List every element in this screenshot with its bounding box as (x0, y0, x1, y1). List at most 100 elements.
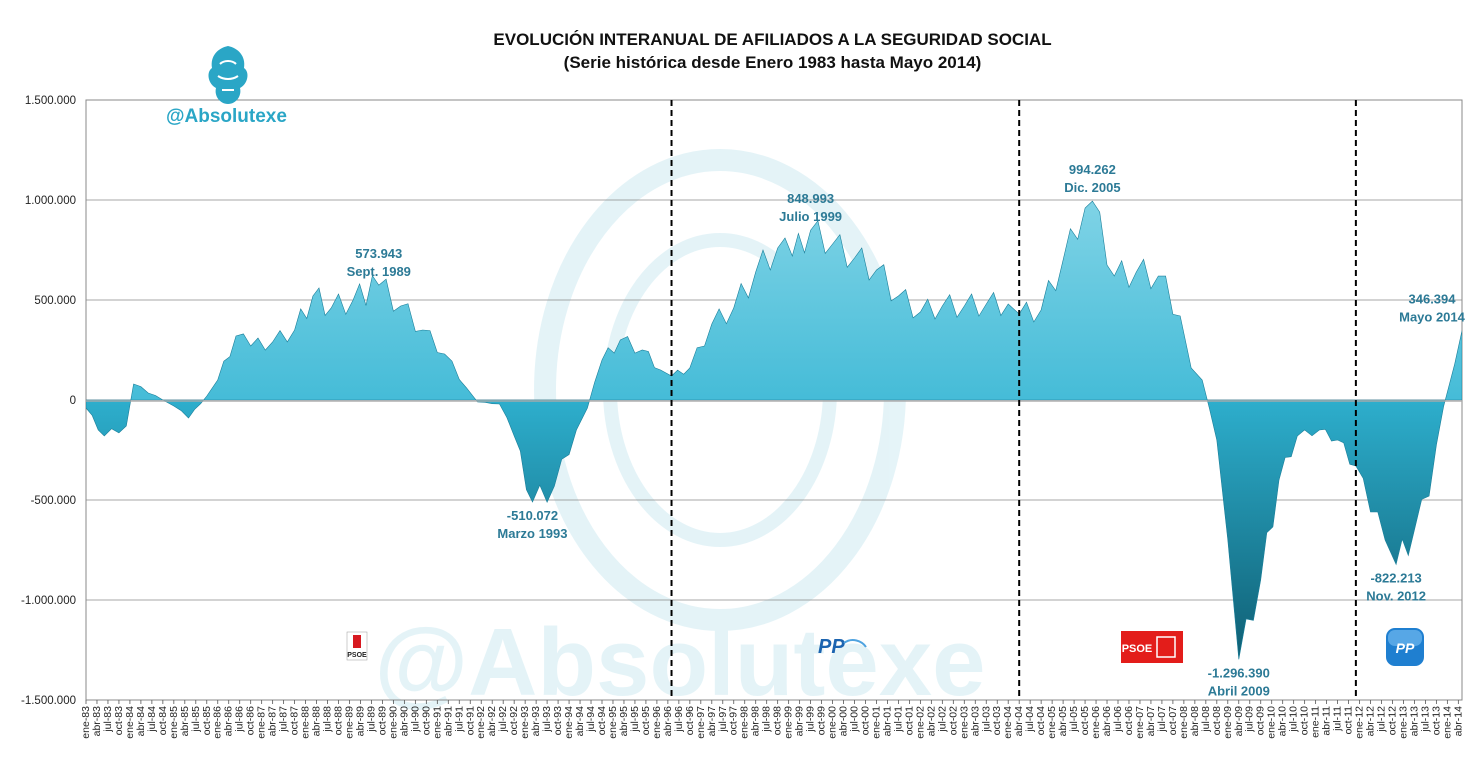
x-tick-label: oct-02 (947, 706, 959, 735)
x-tick-label: ene-07 (1134, 706, 1146, 739)
x-tick-label: ene-89 (343, 706, 355, 739)
pp-logo-2: PP (1386, 628, 1424, 666)
x-tick-label: jul-87 (278, 706, 290, 733)
y-tick-label: -500.000 (31, 495, 76, 507)
x-tick-label: abr-89 (354, 706, 366, 737)
area-negative (86, 400, 1462, 660)
svg-text:PP: PP (1396, 640, 1415, 656)
annotation-label: Abril 2009 (1208, 683, 1270, 698)
watermark: @Absolutexe (374, 149, 986, 716)
x-tick-label: oct-87 (289, 706, 301, 735)
annotation-value: 848.993 (787, 191, 834, 206)
x-tick-label: abr-91 (442, 706, 454, 737)
x-tick-label: ene-06 (1090, 706, 1102, 739)
griffin-logo-icon (200, 42, 256, 111)
y-tick-label: -1.500.000 (21, 695, 76, 707)
x-tick-label: ene-14 (1441, 706, 1453, 739)
x-tick-label: oct-99 (816, 706, 828, 735)
x-tick-label: oct-07 (1167, 706, 1179, 735)
x-tick-label: jul-83 (102, 706, 114, 733)
x-tick-label: ene-95 (607, 706, 619, 739)
x-tick-label: ene-98 (739, 706, 751, 739)
x-tick-label: ene-05 (1046, 706, 1058, 739)
annotation-value: -822.213 (1370, 570, 1421, 585)
x-tick-label: oct-88 (333, 706, 345, 735)
x-tick-label: ene-88 (300, 706, 312, 739)
annotation-value: -510.072 (507, 508, 558, 523)
annotation-label: Marzo 1993 (497, 526, 567, 541)
y-tick-label: -1.000.000 (21, 595, 76, 607)
x-tick-label: abr-04 (1013, 706, 1025, 737)
x-tick-label: jul-12 (1375, 706, 1387, 733)
x-tick-label: oct-94 (596, 706, 608, 735)
x-tick-label: jul-01 (892, 706, 904, 733)
x-tick-label: ene-94 (563, 706, 575, 739)
x-tick-label: oct-92 (508, 706, 520, 735)
pp-logo-1: PP (818, 636, 867, 658)
x-tick-label: jul-09 (1244, 706, 1256, 733)
x-tick-label: oct-04 (1035, 706, 1047, 735)
x-tick-label: ene-04 (1002, 706, 1014, 739)
x-tick-label: ene-03 (958, 706, 970, 739)
x-tick-label: ene-09 (1222, 706, 1234, 739)
chart-title: EVOLUCIÓN INTERANUAL DE AFILIADOS A LA S… (493, 30, 1052, 49)
x-tick-label: abr-85 (179, 706, 191, 737)
x-tick-label: jul-92 (497, 706, 509, 733)
x-tick-label: ene-12 (1354, 706, 1366, 739)
author-handle: @Absolutexe (166, 106, 287, 127)
x-tick-label: jul-95 (629, 706, 641, 733)
x-tick-label: oct-00 (859, 706, 871, 735)
x-tick-label: oct-13 (1430, 706, 1442, 735)
x-tick-label: abr-96 (662, 706, 674, 737)
x-tick-label: ene-10 (1266, 706, 1278, 739)
x-tick-label: oct-05 (1079, 706, 1091, 735)
x-tick-label: abr-83 (91, 706, 103, 737)
x-tick-label: abr-06 (1101, 706, 1113, 737)
x-tick-label: oct-12 (1386, 706, 1398, 735)
x-tick-label: abr-05 (1057, 706, 1069, 737)
y-tick-label: 1.500.000 (25, 95, 76, 107)
x-tick-label: oct-85 (201, 706, 213, 735)
x-tick-label: abr-95 (618, 706, 630, 737)
x-tick-label: oct-08 (1211, 706, 1223, 735)
x-tick-label: ene-02 (914, 706, 926, 739)
x-tick-label: abr-11 (1321, 706, 1333, 736)
svg-text:PSOE: PSOE (1122, 643, 1153, 655)
psoe-logo-1: PSOE (346, 631, 368, 661)
x-tick-label: jul-06 (1112, 706, 1124, 733)
watermark-large-text: @Absolutexe (374, 609, 985, 716)
x-tick-label: jul-88 (322, 706, 334, 733)
annotation-label: Sept. 1989 (347, 264, 411, 279)
x-tick-label: jul-10 (1288, 706, 1300, 733)
x-axis-ticks: ene-83abr-83jul-83oct-83ene-84abr-84jul-… (80, 700, 1464, 739)
x-tick-label: oct-01 (903, 706, 915, 735)
annotation-label: Julio 1999 (779, 209, 842, 224)
x-tick-label: oct-91 (464, 706, 476, 735)
x-tick-label: abr-13 (1408, 706, 1420, 737)
x-tick-label: ene-87 (256, 706, 268, 739)
x-tick-label: abr-94 (574, 706, 586, 737)
x-tick-label: abr-07 (1145, 706, 1157, 737)
x-tick-label: jul-94 (585, 706, 597, 733)
x-tick-label: oct-93 (552, 706, 564, 735)
x-tick-label: ene-97 (695, 706, 707, 739)
x-tick-label: abr-12 (1365, 706, 1377, 737)
x-tick-label: ene-90 (387, 706, 399, 739)
x-tick-label: oct-95 (640, 706, 652, 735)
x-tick-label: oct-09 (1255, 706, 1267, 735)
x-tick-label: oct-06 (1123, 706, 1135, 735)
peak-annotations: 573.943 Sept. 1989 -510.072 Marzo 1993 848.9… (347, 162, 1466, 698)
x-tick-label: jul-96 (673, 706, 685, 733)
x-tick-label: jul-89 (365, 706, 377, 733)
x-tick-label: oct-11 (1343, 706, 1355, 735)
x-tick-label: oct-96 (684, 706, 696, 735)
x-tick-label: ene-11 (1310, 706, 1322, 738)
annotation-label: Mayo 2014 (1399, 310, 1466, 325)
x-tick-label: ene-96 (651, 706, 663, 739)
x-tick-label: jul-86 (234, 706, 246, 733)
x-tick-label: ene-86 (212, 706, 224, 739)
x-tick-label: jul-90 (409, 706, 421, 733)
annotation-value: 573.943 (355, 246, 402, 261)
area-series (86, 200, 1462, 660)
